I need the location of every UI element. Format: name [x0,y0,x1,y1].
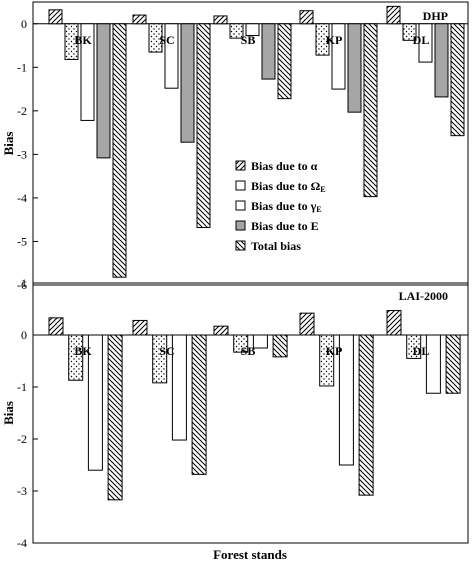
legend-swatch-4 [235,240,246,251]
bar-lai-2000-sc-s3 [191,334,207,475]
legend-swatch-3 [235,220,246,231]
panel-frame-lai-2000 [32,282,469,544]
y-tick-label-dhp: -5 [17,234,27,248]
bar-lai-2000-kp-s3 [358,334,374,496]
y-axis-title-dhp: Bias [1,132,16,156]
bar-dhp-bk-s3 [96,23,111,159]
legend-swatch-0 [235,160,246,171]
panel-frame-dhp [32,1,469,286]
bar-dhp-bk-s1 [64,23,79,60]
bar-dhp-sb-s2 [245,23,260,37]
legend-swatch-2 [235,200,246,211]
bar-dhp-kp-s0 [299,10,314,25]
y-tick-label-lai-2000: -4 [17,536,27,550]
category-label-dhp-kp: KP [326,33,343,47]
bar-dhp-sc-s0 [132,14,147,25]
x-axis-title: Forest stands [213,547,287,562]
bar-dhp-dl-s3 [434,23,449,98]
legend-label-4: Total bias [251,239,301,253]
category-label-lai-2000-kp: KP [326,344,343,358]
bar-lai-2000-dl-s2 [425,334,441,394]
bar-dhp-kp-s2 [331,23,346,90]
y-tick-label-lai-2000: -2 [17,432,27,446]
bar-lai-2000-kp-s1 [319,334,335,387]
bar-lai-2000-sc-s2 [171,334,187,441]
category-label-lai-2000-sb: SB [241,344,256,358]
bar-dhp-sb-s0 [213,15,228,25]
y-axis-title-lai-2000: Bias [1,401,16,425]
y-tick-label-dhp: -6 [17,278,27,292]
category-label-lai-2000-bk: BK [74,344,92,358]
y-tick-label-dhp: -4 [17,191,27,205]
bar-dhp-kp-s4 [363,23,378,198]
legend-label-0: Bias due to α [251,159,318,173]
bar-lai-2000-kp-s0 [299,312,315,336]
legend: Bias due to α Bias due to ΩE Bias due to γ… [235,159,326,253]
category-label-lai-2000-dl: DL [413,344,430,358]
bar-dhp-sc-s4 [196,23,211,229]
y-tick-label-dhp: -2 [17,104,27,118]
bar-lai-2000-sb-s1 [233,334,249,353]
category-label-dhp-dl: DL [413,33,430,47]
panel-title-lai-2000: LAI-2000 [399,289,448,303]
bar-dhp-sb-s1 [229,23,244,39]
bar-lai-2000-dl-s0 [386,310,402,336]
bar-lai-2000-dl-s1 [406,334,422,359]
chart-labels: 0 -1 -2 -3 -4 -5 -6 Bias DHP BK SC SB KP DL 1 0 -1 -2 -3 -4… [1,9,448,550]
bar-lai-2000-bk-s0 [48,317,64,336]
panel-title-dhp: DHP [423,9,448,23]
bar-dhp-dl-s2 [418,23,433,63]
y-tick-label-lai-2000: -1 [17,380,27,394]
bar-dhp-dl-s0 [386,5,401,25]
legend-label-2: Bias due to γE [251,199,322,214]
bar-dhp-bk-s0 [48,9,63,25]
bar-lai-2000-kp-s2 [338,334,354,466]
legend-label-1: Bias due to ΩE [251,179,326,194]
bar-lai-2000-sc-s0 [132,319,148,336]
legend-label-3: Bias due to E [251,219,319,233]
bar-dhp-bk-s2 [80,23,95,121]
category-label-dhp-bk: BK [74,33,92,47]
category-label-dhp-sb: SB [241,33,256,47]
y-tick-label-dhp: 0 [21,17,27,31]
y-tick-label-lai-2000: 0 [21,328,27,342]
legend-swatch-1 [235,180,246,191]
bar-dhp-dl-s4 [450,23,465,137]
bar-dhp-sb-s4 [277,23,292,100]
bar-lai-2000-sc-s1 [152,334,168,384]
bar-lai-2000-sb-s0 [213,325,229,336]
bar-dhp-dl-s1 [402,23,417,41]
y-tick-label-lai-2000: 1 [21,276,27,290]
bar-dhp-sc-s1 [148,23,163,53]
bar-lai-2000-sb-s3 [272,334,288,358]
y-tick-label-dhp: -1 [17,60,27,74]
bar-lai-2000-bk-s3 [107,334,123,501]
bar-dhp-kp-s1 [315,23,330,56]
bar-lai-2000-bk-s1 [68,334,84,381]
bar-lai-2000-bk-s2 [87,334,103,471]
bar-dhp-sc-s3 [180,23,195,143]
category-label-lai-2000-sc: SC [159,344,174,358]
bar-dhp-sb-s3 [261,23,276,80]
bar-dhp-bk-s4 [112,23,127,278]
bar-lai-2000-sb-s2 [252,334,268,349]
y-tick-label-lai-2000: -3 [17,484,27,498]
category-label-dhp-sc: SC [159,33,174,47]
bar-dhp-sc-s2 [164,23,179,89]
bar-dhp-kp-s3 [347,23,362,113]
bar-lai-2000-dl-s3 [445,334,461,394]
y-tick-label-dhp: -3 [17,147,27,161]
chart-marks [48,5,465,501]
